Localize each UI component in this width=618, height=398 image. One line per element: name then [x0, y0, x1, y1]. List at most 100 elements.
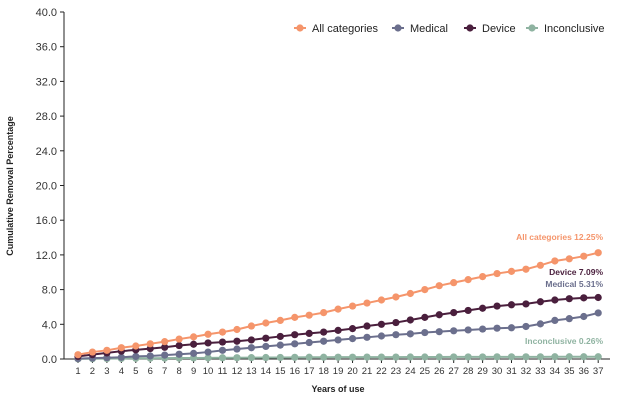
data-point	[565, 353, 573, 361]
data-point	[406, 289, 414, 298]
data-point	[175, 341, 183, 350]
x-tick-label: 4	[119, 366, 124, 377]
x-tick-label: 33	[535, 366, 546, 377]
x-tick-label: 6	[148, 366, 153, 377]
data-point	[464, 353, 472, 361]
data-point	[334, 336, 342, 344]
legend-item-inconclusive: Inconclusive	[526, 23, 605, 35]
x-tick-label: 36	[578, 366, 589, 377]
data-point	[406, 316, 414, 324]
series-line	[77, 311, 599, 360]
data-point	[435, 311, 443, 319]
data-point	[276, 332, 284, 341]
data-point	[565, 255, 573, 263]
x-tick-label: 28	[463, 366, 474, 377]
x-axis-title: Years of use	[311, 384, 364, 394]
data-point	[363, 333, 371, 341]
data-point	[132, 352, 140, 360]
data-point	[305, 311, 313, 319]
data-point	[507, 267, 516, 275]
data-point	[88, 348, 97, 356]
data-point	[594, 353, 602, 361]
x-tick-label: 24	[405, 366, 416, 377]
x-tick-label: 29	[477, 366, 488, 377]
x-tick-label: 3	[104, 366, 109, 377]
data-point	[565, 315, 573, 323]
y-tick-label: 16.0	[36, 215, 57, 227]
data-point	[190, 340, 198, 348]
data-point	[233, 354, 241, 362]
legend-swatch-marker	[296, 24, 304, 32]
data-point	[392, 353, 400, 361]
data-point	[551, 257, 559, 265]
x-tick-label: 5	[133, 366, 138, 377]
data-point	[377, 353, 386, 361]
data-point	[363, 322, 371, 330]
x-tick-label: 32	[521, 366, 532, 377]
data-point	[565, 295, 573, 303]
data-point	[276, 341, 284, 349]
end-label-device: Device 7.09%	[549, 267, 603, 277]
x-tick-label: 30	[492, 366, 503, 377]
data-point	[435, 282, 443, 290]
data-point	[522, 322, 530, 331]
data-point	[262, 334, 270, 342]
data-point	[493, 302, 501, 310]
data-point	[464, 326, 472, 334]
data-point	[594, 293, 602, 302]
data-point	[479, 304, 487, 312]
data-point	[74, 351, 82, 359]
data-point	[507, 301, 516, 309]
x-tick-label: 18	[318, 366, 329, 377]
legend-item-all-categories: All categories	[294, 23, 379, 35]
data-point	[204, 339, 212, 347]
data-point	[334, 353, 342, 361]
data-point	[262, 342, 270, 351]
y-tick-label: 0.0	[42, 354, 57, 366]
legend-label: Inconclusive	[544, 23, 605, 35]
data-point	[464, 276, 472, 284]
data-point	[493, 324, 501, 332]
x-tick-label: 22	[376, 366, 387, 377]
x-tick-label: 13	[246, 366, 257, 377]
data-point	[450, 353, 458, 361]
data-point	[392, 293, 400, 301]
x-tick-label: 12	[232, 366, 243, 377]
data-point	[522, 353, 530, 361]
x-tick-label: 14	[261, 366, 272, 377]
legend-swatch-marker	[466, 24, 474, 32]
data-point	[479, 325, 487, 333]
data-point	[117, 344, 125, 352]
data-point	[305, 329, 313, 338]
y-tick-label: 28.0	[36, 111, 57, 123]
data-point	[392, 331, 400, 339]
legend-swatch-marker	[528, 24, 536, 32]
data-point	[334, 326, 342, 334]
x-tick-label: 34	[550, 366, 561, 377]
data-point	[363, 299, 371, 307]
end-label-medical: Medical 5.31%	[545, 279, 603, 289]
data-point	[320, 328, 328, 336]
series-medical	[74, 309, 602, 363]
data-point	[132, 342, 140, 350]
data-point	[175, 335, 183, 343]
data-point	[450, 308, 458, 317]
data-point	[320, 353, 328, 361]
data-point	[406, 353, 414, 361]
legend-item-medical: Medical	[392, 23, 448, 35]
legend-label: Device	[482, 23, 516, 35]
data-point	[103, 346, 111, 354]
data-point	[276, 316, 284, 324]
data-point	[536, 298, 545, 306]
y-tick-label: 40.0	[36, 7, 57, 19]
y-tick-label: 12.0	[36, 250, 57, 262]
data-point	[377, 296, 386, 304]
y-tick-label: 24.0	[36, 146, 57, 158]
data-point	[218, 338, 227, 346]
data-point	[377, 332, 386, 340]
data-point	[551, 316, 559, 324]
data-point	[536, 353, 545, 361]
x-tick-label: 37	[593, 366, 604, 377]
data-point	[233, 325, 241, 334]
